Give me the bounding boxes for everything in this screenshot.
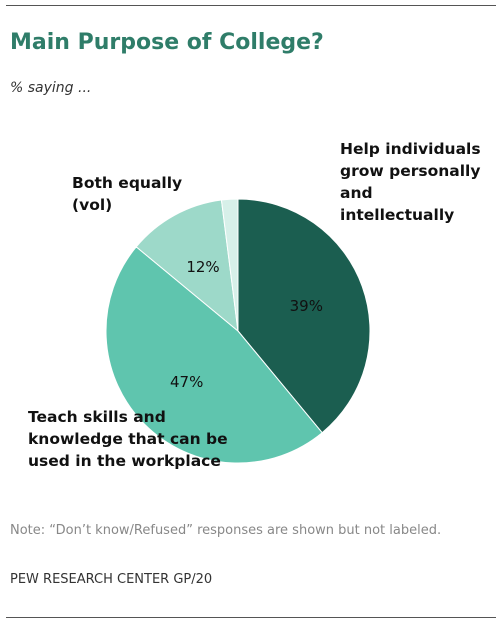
category-label: Help individuals grow personally and int… bbox=[340, 140, 481, 224]
value-label: 47% bbox=[170, 373, 203, 391]
pie-slice bbox=[237, 198, 371, 434]
value-label: 39% bbox=[290, 297, 323, 315]
bottom-rule bbox=[6, 617, 496, 618]
pie-slice bbox=[105, 246, 323, 464]
source: PEW RESEARCH CENTER GP/20 bbox=[10, 572, 213, 587]
category-label: Teach skills and knowledge that can be u… bbox=[28, 408, 228, 470]
pie-slice bbox=[220, 198, 239, 332]
category-label: Both equally (vol) bbox=[72, 174, 183, 214]
pie-slice bbox=[135, 199, 239, 333]
chart-title: Main Purpose of College? bbox=[10, 30, 324, 55]
note: Note: “Don’t know/Refused” responses are… bbox=[10, 523, 442, 538]
value-label: 12% bbox=[186, 258, 219, 276]
chart-subtitle: % saying ... bbox=[10, 80, 92, 96]
top-rule bbox=[6, 5, 496, 6]
